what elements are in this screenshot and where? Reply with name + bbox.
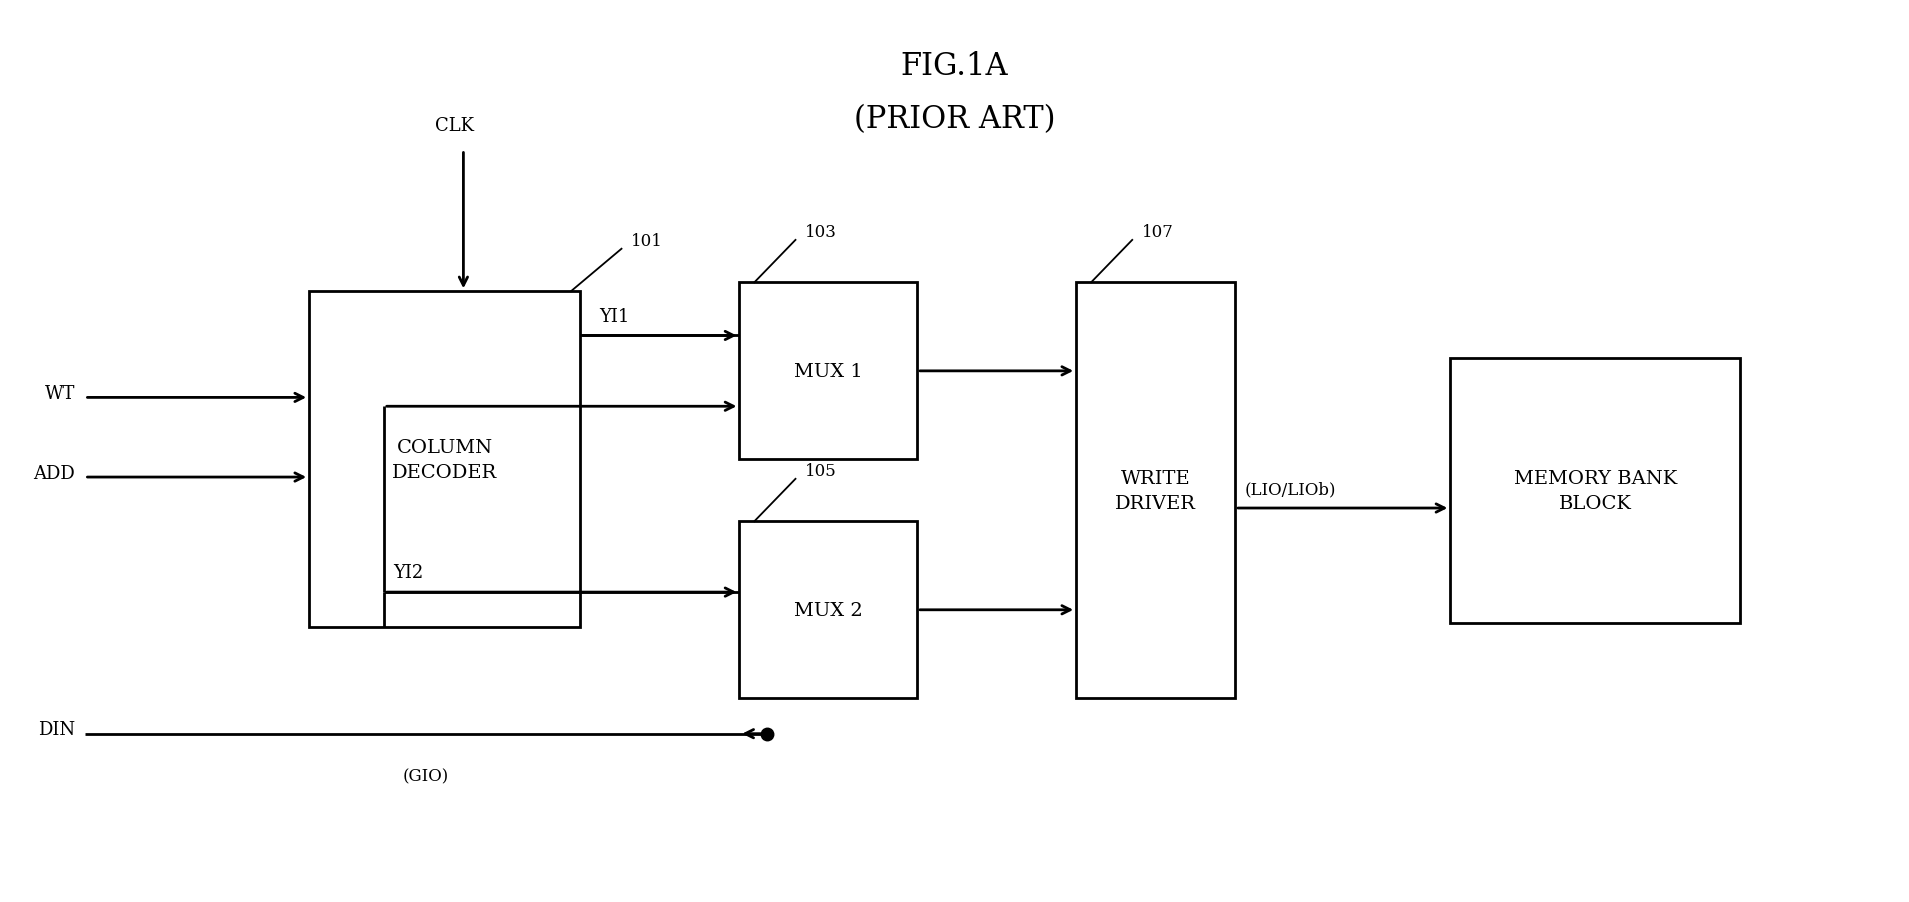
Bar xyxy=(739,283,916,460)
Text: DECODER: DECODER xyxy=(391,464,498,481)
Text: WT: WT xyxy=(44,384,74,402)
Text: YI2: YI2 xyxy=(393,564,424,582)
Text: DRIVER: DRIVER xyxy=(1115,494,1197,512)
Text: 103: 103 xyxy=(806,224,836,241)
Text: COLUMN: COLUMN xyxy=(397,438,493,456)
Text: FIG.1A: FIG.1A xyxy=(901,51,1008,82)
Text: MEMORY BANK: MEMORY BANK xyxy=(1514,469,1676,487)
Text: WRITE: WRITE xyxy=(1121,469,1191,487)
Text: DIN: DIN xyxy=(38,721,74,739)
Bar xyxy=(739,521,916,698)
Text: YI1: YI1 xyxy=(599,308,630,326)
Text: (GIO): (GIO) xyxy=(403,768,449,785)
Text: ADD: ADD xyxy=(34,465,74,482)
Text: (PRIOR ART): (PRIOR ART) xyxy=(853,104,1056,135)
Text: BLOCK: BLOCK xyxy=(1560,494,1632,512)
Text: MUX 2: MUX 2 xyxy=(794,601,863,619)
Text: 107: 107 xyxy=(1142,224,1174,241)
Text: (LIO/LIOb): (LIO/LIOb) xyxy=(1245,481,1336,498)
Text: CLK: CLK xyxy=(435,116,473,134)
Bar xyxy=(1077,283,1235,698)
Text: 105: 105 xyxy=(806,463,836,479)
Text: MUX 1: MUX 1 xyxy=(794,363,863,381)
Bar xyxy=(1451,358,1741,623)
Text: 101: 101 xyxy=(630,233,662,250)
Bar xyxy=(309,292,580,628)
